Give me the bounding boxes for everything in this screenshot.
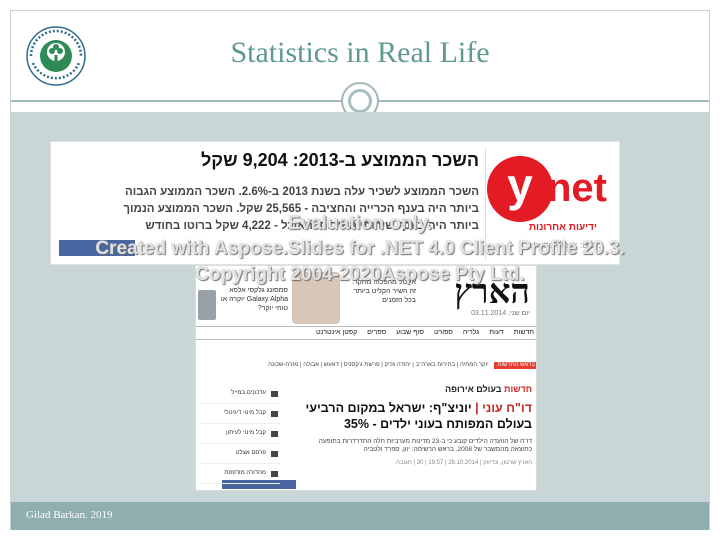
- nav-item: ספרים: [363, 327, 390, 338]
- article-prefix: דו"ח עוני |: [475, 401, 532, 415]
- nav-item: חדשות: [510, 327, 537, 338]
- article-summary: דו"ח של הוועדה הילדים קובע כי ב-23 מדינו…: [302, 438, 532, 454]
- strip-item: בחירות בארה"ב: [416, 362, 456, 368]
- ynet-body-line: השכר הממוצע לשכיר עלה בשנת 2013 ב-2.6%. …: [59, 184, 479, 201]
- strip-item: יהודה גליק: [385, 362, 411, 368]
- section-sub: בעולם אירופה: [445, 384, 502, 394]
- strip-item: דאעש: [324, 362, 339, 368]
- haaretz-side-menu: עדכונים במייל קבל מינוי דיגיטלי קבל מינו…: [200, 384, 280, 484]
- side-item: מהדורה מודפסת: [200, 464, 280, 484]
- phone-ad-image: [198, 290, 216, 320]
- nav-item: סוף שבוע: [392, 327, 428, 338]
- nav-item: גלריה: [459, 327, 483, 338]
- side-item: קבל מינוי דיגיטלי: [200, 404, 280, 424]
- nav-item: דעות: [485, 327, 508, 338]
- tree-circle-logo-icon: [25, 25, 87, 87]
- headline-strip-tag: בראש החדשות: [494, 362, 537, 369]
- section-label: חדשות בעולם אירופה: [445, 384, 532, 394]
- side-item: פרסם אצלנו: [200, 444, 280, 464]
- ynet-headline: השכר הממוצע ב-2013: 9,204 שקל: [59, 150, 479, 171]
- side-item: קבל מינוי לעיתון: [200, 424, 280, 444]
- haaretz-article-screenshot: הארץ יום שני, 03.11.2014 אינטל מהפכה! מח…: [195, 265, 537, 491]
- slide-footer-text: Gilad Barkan. 2019: [26, 509, 112, 521]
- slide-title: Statistics in Real Life: [110, 36, 610, 70]
- nav-item: קפטן אינטרנט: [312, 327, 361, 338]
- section-name: חדשות: [504, 384, 532, 394]
- watermark-line: Evaluation only.: [0, 213, 720, 235]
- haaretz-ad-left: סמסונג גלקסי אלפא Galaxy Alpha יוקרה או …: [218, 286, 288, 313]
- strip-item: אבולה: [303, 362, 319, 368]
- article-meta: הארץ שרטון, ונדיווק | 28.10.2014 | 19:57…: [396, 460, 532, 466]
- strip-item: יוקר המחיה: [460, 362, 489, 368]
- headline-strip: בראש החדשות יוקר המחיה | בחירות בארה"ב |…: [196, 362, 537, 373]
- side-item: עדכונים במייל: [200, 384, 280, 404]
- article-title: דו"ח עוני | יוניצ"ף: ישראל במקום הרביעי …: [302, 400, 532, 432]
- haaretz-date: יום שני, 03.11.2014: [471, 310, 530, 317]
- ynet-logo-net: net: [547, 166, 607, 211]
- nav-item: ספורט: [430, 327, 457, 338]
- watermark-line: Created with Aspose.Slides for .NET 4.0 …: [0, 238, 720, 260]
- watermark-line: Copyright 2004-2020Aspose Pty Ltd.: [0, 264, 720, 286]
- ornament-ring: [348, 89, 372, 113]
- haaretz-nav: חדשות דעות גלריה ספורט סוף שבוע ספרים קפ…: [196, 326, 537, 340]
- strip-item: מזרח-שכונה: [268, 362, 298, 368]
- strip-item: פרשת ג'קסניס: [344, 362, 380, 368]
- slide-footer-bar: [11, 502, 709, 530]
